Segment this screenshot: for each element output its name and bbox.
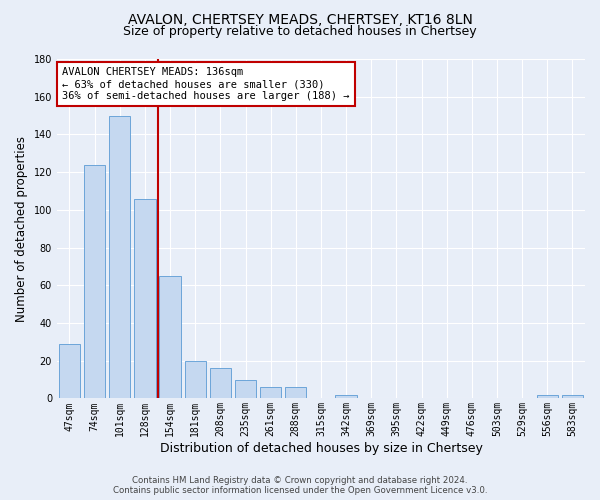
Bar — [235, 380, 256, 398]
Y-axis label: Number of detached properties: Number of detached properties — [15, 136, 28, 322]
Bar — [185, 360, 206, 399]
Bar — [562, 394, 583, 398]
Bar — [260, 387, 281, 398]
Bar — [109, 116, 130, 399]
Bar — [209, 368, 231, 398]
Bar — [160, 276, 181, 398]
Bar — [59, 344, 80, 398]
Text: Contains HM Land Registry data © Crown copyright and database right 2024.
Contai: Contains HM Land Registry data © Crown c… — [113, 476, 487, 495]
Bar — [134, 198, 155, 398]
Bar — [536, 394, 558, 398]
Bar — [84, 164, 106, 398]
Text: Size of property relative to detached houses in Chertsey: Size of property relative to detached ho… — [123, 25, 477, 38]
X-axis label: Distribution of detached houses by size in Chertsey: Distribution of detached houses by size … — [160, 442, 482, 455]
Bar — [285, 387, 307, 398]
Text: AVALON, CHERTSEY MEADS, CHERTSEY, KT16 8LN: AVALON, CHERTSEY MEADS, CHERTSEY, KT16 8… — [128, 12, 472, 26]
Text: AVALON CHERTSEY MEADS: 136sqm
← 63% of detached houses are smaller (330)
36% of : AVALON CHERTSEY MEADS: 136sqm ← 63% of d… — [62, 68, 350, 100]
Bar — [335, 394, 357, 398]
